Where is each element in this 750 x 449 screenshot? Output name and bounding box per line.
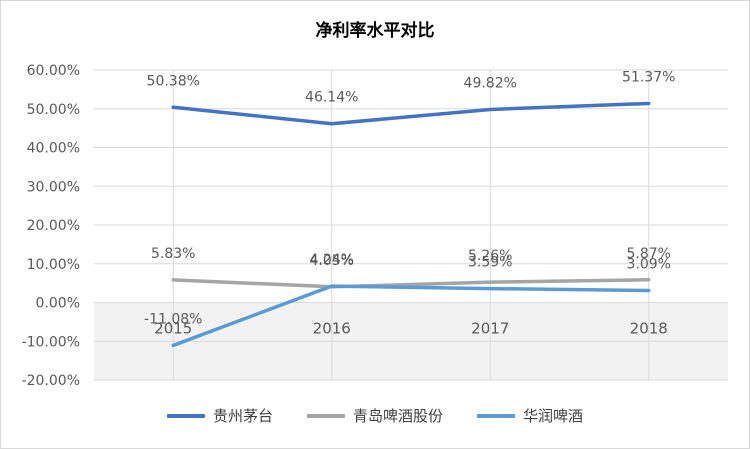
data-label: 4.05% (310, 253, 354, 269)
data-label: 4.24% (310, 252, 354, 268)
y-tick-label: 50.00% (27, 102, 80, 118)
legend-item: 华润啤酒 (477, 405, 583, 426)
series-line (171, 284, 651, 348)
data-label: 50.38% (147, 73, 200, 89)
y-tick-label: 20.00% (27, 218, 80, 234)
y-tick-label: 10.00% (27, 257, 80, 273)
data-label: 46.14% (305, 90, 358, 106)
legend-label: 贵州茅台 (212, 407, 273, 425)
legend-item: 青岛啤酒股份 (306, 405, 443, 426)
chart-legend: 贵州茅台 青岛啤酒股份 华润啤酒 (0, 405, 750, 426)
y-tick-label: -10.00% (22, 334, 80, 350)
data-label: 3.09% (627, 257, 671, 273)
legend-label: 青岛啤酒股份 (352, 407, 443, 425)
y-tick-label: 30.00% (27, 179, 80, 195)
y-tick-label: -20.00% (22, 373, 80, 389)
data-label: 49.82% (464, 75, 517, 91)
legend-swatch (477, 413, 515, 418)
y-tick-label: 60.00% (27, 63, 80, 79)
x-tick-label: 2018 (630, 320, 668, 338)
series-line (171, 101, 651, 126)
legend-label: 华润啤酒 (523, 407, 584, 425)
data-label: 5.26% (468, 248, 512, 264)
data-label: 5.87% (627, 246, 671, 262)
x-tick-label: 2015 (154, 320, 192, 338)
data-label: 51.37% (622, 69, 675, 85)
legend-swatch (166, 413, 205, 418)
legend-swatch (306, 413, 345, 418)
y-tick-label: 0.00% (36, 296, 80, 312)
legend-item: 贵州茅台 (166, 405, 273, 426)
data-label: -11.08% (144, 311, 202, 327)
chart-title: 净利率水平对比 (315, 21, 435, 41)
series-line (171, 278, 651, 289)
data-label: 5.83% (151, 246, 195, 262)
x-tick-label: 2016 (313, 320, 351, 338)
x-tick-label: 2017 (471, 320, 509, 338)
data-label: 3.59% (468, 255, 512, 271)
y-tick-label: 40.00% (27, 141, 80, 157)
